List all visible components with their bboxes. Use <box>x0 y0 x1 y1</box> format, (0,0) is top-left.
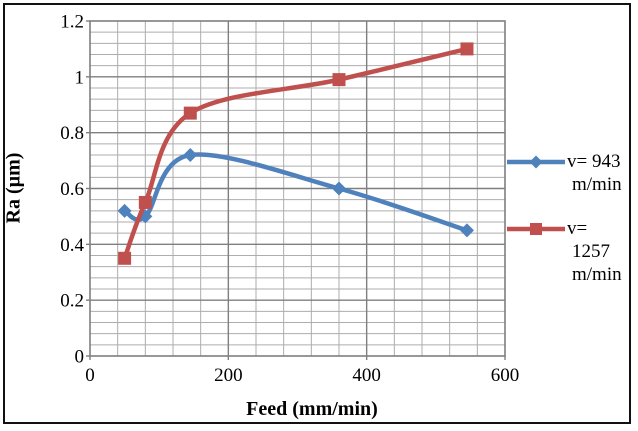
y-tick-labels: 0 0.2 0.4 0.6 0.8 1 1.2 <box>60 12 84 368</box>
y-tick-label: 0 <box>75 347 85 368</box>
y-tick-label: 0.4 <box>60 235 84 256</box>
legend-label-v943: v= 943 m/min <box>567 150 622 196</box>
diamond-marker-icon <box>529 155 543 169</box>
series-line <box>122 46 470 261</box>
x-tick-label: 200 <box>214 365 243 386</box>
y-tick-label: 1.2 <box>60 12 84 33</box>
legend-entry-v943: v= 943 m/min <box>507 150 635 196</box>
series-v1257 <box>118 42 474 265</box>
legend-line-diamond-icon <box>507 155 565 169</box>
legend-line-square-icon <box>507 223 565 235</box>
axis-ticks <box>86 20 506 360</box>
y-axis-title: Ra (µm) <box>2 152 25 224</box>
x-tick-label: 600 <box>491 365 520 386</box>
diamond-marker-icon <box>117 203 132 218</box>
legend-label-v1257: v= 1257 m/min <box>567 217 622 286</box>
y-tick-label: 0.6 <box>60 179 84 200</box>
diamond-marker-icon <box>332 181 346 196</box>
legend-entry-v1257: v= 1257 m/min <box>507 217 635 286</box>
x-tick-label: 400 <box>352 365 381 386</box>
legend-label-line: 1257 <box>572 241 610 262</box>
legend: v= 943 m/min v= 1257 m/min <box>507 150 635 286</box>
square-marker-icon <box>118 251 132 265</box>
square-marker-icon <box>332 73 346 87</box>
x-axis-title: Feed (mm/min) <box>246 398 378 420</box>
square-marker-icon <box>530 223 542 235</box>
series-v943 <box>117 148 474 238</box>
y-tick-label: 0.8 <box>60 123 84 144</box>
legend-label-line: v= 943 <box>567 151 621 172</box>
x-tick-labels: 0 200 400 600 <box>85 365 519 386</box>
diamond-marker-icon <box>183 148 198 162</box>
square-marker-icon <box>138 195 152 209</box>
figure-border <box>3 3 631 424</box>
legend-label-line: v= <box>567 218 588 239</box>
y-tick-label: 0.2 <box>60 291 84 312</box>
legend-label-line: m/min <box>572 174 622 195</box>
square-marker-icon <box>183 106 197 120</box>
legend-label-line: m/min <box>572 264 622 285</box>
diamond-marker-icon <box>459 223 474 238</box>
x-tick-label: 0 <box>85 365 95 386</box>
y-tick-label: 1 <box>75 67 85 88</box>
square-marker-icon <box>460 42 474 56</box>
